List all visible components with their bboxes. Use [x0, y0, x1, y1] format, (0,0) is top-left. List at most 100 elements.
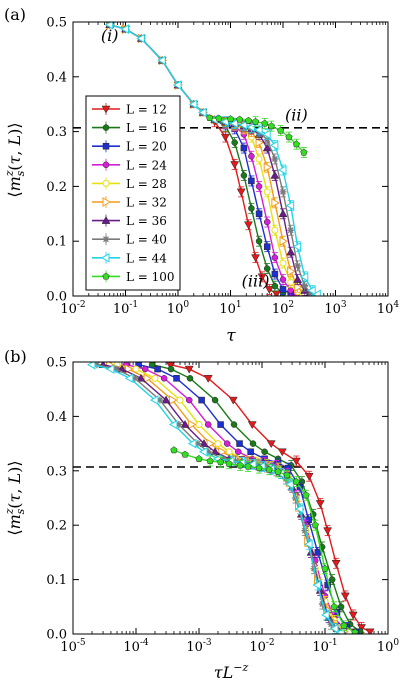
panel-b-frame — [72, 361, 389, 635]
y-tick-label: 0.2 — [46, 180, 67, 195]
data-point — [211, 396, 219, 404]
data-point — [248, 153, 255, 160]
data-point — [340, 592, 350, 601]
data-point — [255, 210, 263, 218]
y-tick-label: 0.3 — [46, 464, 67, 479]
annotation: (i) — [101, 26, 119, 45]
legend-marker — [102, 272, 110, 280]
data-point — [279, 286, 287, 293]
legend-label: L = 36 — [126, 214, 167, 228]
data-point — [255, 183, 263, 190]
data-point — [175, 421, 183, 429]
data-point — [112, 365, 120, 373]
data-point — [321, 564, 329, 572]
panel-a-legend: L = 12 L = 16 L = 20 L = 24 L = 28 L = 32 L = … — [85, 95, 181, 291]
data-point — [294, 262, 302, 270]
legend-marker — [102, 124, 110, 131]
data-point — [265, 465, 273, 473]
series-line — [91, 364, 342, 633]
data-point — [124, 373, 134, 384]
y-tick-label: 0.0 — [46, 290, 67, 305]
data-point — [357, 624, 366, 632]
data-point — [195, 421, 203, 429]
series-L-12 — [166, 362, 375, 634]
panel-a: (a) ⟨mzs(τ, L)⟩ τ 10-2 10-1 100 101 102 103 10… — [3, 5, 399, 346]
data-point — [219, 455, 227, 463]
panel-b-ticks: 10-5 10-4 10-3 10-2 10-1 100 0.0 0.1 0.2 0.3 0.4 0.… — [46, 356, 399, 656]
annotation: (iii) — [242, 272, 270, 291]
series-L-100 — [206, 114, 308, 158]
data-point — [271, 254, 279, 261]
x-tick-label: 100 — [377, 638, 400, 655]
data-point — [294, 504, 304, 514]
legend-label: L = 12 — [126, 103, 167, 117]
data-point — [311, 521, 319, 529]
legend-marker — [102, 197, 112, 207]
data-point — [206, 438, 216, 449]
data-point — [244, 116, 253, 124]
data-point — [247, 448, 254, 456]
x-tick-label: 103 — [324, 300, 347, 317]
data-point — [263, 188, 271, 196]
data-point — [226, 115, 235, 123]
panel-a-x-axis-label: τ — [226, 326, 236, 346]
data-point — [131, 374, 139, 382]
data-point — [263, 265, 271, 272]
data-point — [203, 375, 213, 383]
legend-label: L = 44 — [126, 251, 167, 265]
data-point — [279, 188, 287, 196]
data-point — [173, 375, 180, 382]
data-point — [243, 459, 251, 467]
data-point — [216, 458, 225, 466]
data-point — [166, 362, 175, 370]
data-point — [186, 375, 194, 382]
data-point — [340, 621, 348, 629]
data-point — [104, 22, 114, 30]
legend-marker — [101, 216, 111, 224]
x-tick-label: 10-4 — [123, 638, 149, 655]
data-point — [323, 527, 333, 536]
y-tick-label: 0.2 — [46, 519, 67, 534]
data-point — [180, 420, 190, 428]
data-point — [351, 628, 359, 634]
data-point — [263, 218, 271, 226]
data-point — [154, 365, 161, 373]
data-point — [285, 200, 295, 211]
panel-a-y-axis-label: ⟨mzs(τ, L)⟩ — [3, 122, 27, 197]
data-point — [204, 421, 212, 428]
x-tick-label: 104 — [377, 300, 400, 317]
data-point — [278, 209, 288, 218]
data-point — [292, 140, 300, 148]
data-point — [169, 395, 178, 405]
legend-label: L = 28 — [126, 177, 167, 191]
data-point — [185, 396, 193, 404]
data-point — [305, 516, 312, 524]
data-point — [331, 560, 341, 568]
data-point — [315, 500, 325, 508]
series-line — [109, 364, 345, 633]
data-point — [254, 125, 263, 135]
data-point — [238, 120, 248, 130]
data-point — [230, 161, 240, 169]
data-point — [220, 133, 230, 142]
data-point — [151, 374, 159, 382]
data-point — [287, 266, 296, 277]
legend-label: L = 100 — [126, 270, 175, 284]
data-point — [271, 282, 279, 290]
data-point — [292, 477, 300, 485]
data-point — [330, 602, 338, 610]
x-tick-label: 10-2 — [60, 300, 85, 317]
data-point — [337, 603, 345, 611]
panel-a-annotations: (i) (ii) (iii) — [101, 26, 308, 291]
panel-a-series — [104, 22, 321, 296]
data-point — [307, 285, 316, 296]
panel-b-label: (b) — [4, 347, 27, 366]
data-point — [214, 440, 222, 448]
data-point — [236, 440, 243, 447]
data-point — [279, 259, 287, 267]
data-point — [287, 226, 295, 234]
series-L-36 — [98, 362, 347, 634]
data-point — [329, 623, 339, 634]
legend-marker — [102, 161, 110, 169]
data-point — [263, 162, 273, 173]
